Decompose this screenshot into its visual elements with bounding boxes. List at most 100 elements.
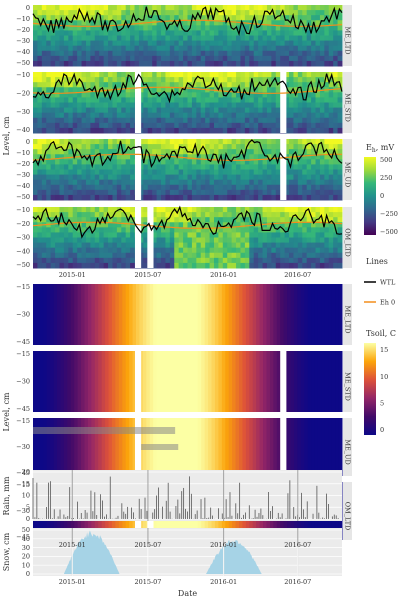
eh-cell [240,112,246,119]
eh-cell [55,189,60,196]
eh-cell [125,252,131,259]
eh-cell [218,169,224,176]
eh-cell [302,122,308,129]
eh-cell [187,55,193,62]
eh-cell [302,55,308,62]
eh-cell [116,149,122,155]
eh-cell [302,257,308,264]
tsoil-cell [173,351,178,412]
eh-cell [178,237,184,244]
eh-cell [108,107,113,114]
eh-cell [196,262,202,269]
eh-cell [72,144,78,150]
eh-cell [328,207,334,213]
eh-cell [240,82,246,88]
eh-cell [262,77,268,83]
eh-cell [324,247,330,254]
eh-cell [169,222,175,228]
eh-cell [333,169,339,176]
eh-cell [125,77,131,83]
eh-cell [161,45,166,52]
eh-cell [99,15,105,21]
eh-cell [68,144,74,150]
tsoil-missing-band [33,427,176,434]
eh-cell [130,127,136,134]
eh-cell [68,164,74,170]
tsoil-cell [70,418,75,476]
eh-cell [130,179,136,186]
eh-cell [236,15,241,21]
eh-cell [81,164,87,170]
tsoil-cell [160,351,164,412]
eh-cell [249,154,255,160]
eh-cell [169,227,175,233]
eh-cell [315,242,321,249]
eh-cell [258,189,264,196]
eh-cell [289,82,294,88]
eh-cell [275,112,281,119]
eh-cell [196,5,202,11]
eh-cell [77,25,83,31]
eh-cell [280,262,286,269]
eh-cell [249,149,255,155]
eh-cell [218,112,224,119]
eh-cell [311,149,317,155]
eh-cell [205,184,211,191]
eh-cell [191,45,197,52]
tsoil-cell [194,284,199,345]
eh-cell [227,5,233,11]
eh-cell [165,179,171,186]
eh-cell [55,15,60,21]
eh-cell [125,174,131,181]
eh-cell [253,262,259,269]
eh-cell [63,174,69,181]
eh-cell [222,87,228,93]
eh-cell [156,35,162,42]
eh-cell [315,189,321,196]
eh-cell [258,149,264,155]
tsoil-cell [221,418,226,476]
eh-cell [302,87,308,93]
eh-cell [191,189,197,196]
eh-cell [85,25,91,31]
eh-cell [55,232,60,238]
eh-cell [337,144,343,150]
eh-cell [297,184,303,191]
eh-cell [55,55,60,62]
eh-cell [280,232,286,238]
eh-xtick-label: 2016-01 [210,271,237,279]
eh-cell [152,10,158,16]
eh-cell [37,139,43,145]
eh-cell [218,144,224,150]
eh-cell [161,107,166,114]
eh-cell [103,77,109,83]
eh-xtick-label: 2015-01 [59,271,86,279]
eh-cell [240,25,246,31]
eh-cell [90,179,96,186]
eh-cell [205,5,211,11]
eh-cell [156,189,162,196]
eh-cell [319,25,325,31]
eh-cell [59,159,65,165]
eh-cell [227,97,233,103]
eh-cell [244,179,250,186]
eh-cell [200,189,206,196]
eh-cell [205,10,211,16]
eh-cell [337,252,343,259]
eh-cell [41,174,47,181]
eh-cell [143,127,149,134]
eh-cell [130,139,136,145]
tsoil-me_std-ytick-label: −45 [16,405,30,413]
tsoil-om_ltd-strip-label: OM_LTD [344,502,352,531]
eh-cell [319,5,325,11]
tsoil-cell [304,418,309,476]
tsoil-cell [50,418,55,476]
eh-cell [138,174,144,181]
eh-cell [258,122,264,129]
eh-cell [289,40,294,47]
eh-cell [37,112,43,119]
eh-cell [178,50,184,57]
eh-cell [213,122,219,129]
eh-cell [130,45,136,52]
eh-cell [121,139,127,145]
